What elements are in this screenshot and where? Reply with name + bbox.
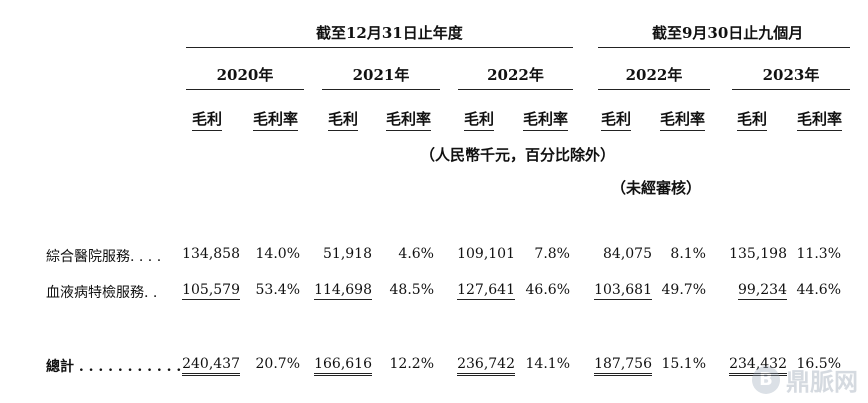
- table-cell: 236,742: [405, 356, 515, 376]
- table-cell: 15.1%: [661, 356, 706, 372]
- table-cell: 103,681: [594, 282, 652, 300]
- year-2022-nine-months-rule: [598, 89, 710, 90]
- table-cell: 14.0%: [255, 246, 300, 262]
- year-header-2020: 2020年: [216, 66, 274, 84]
- table-cell: 20.7%: [255, 356, 300, 372]
- unaudited-note: （未經審核）: [611, 179, 702, 197]
- year-2022-rule: [458, 89, 573, 90]
- table-cell: 166,616: [262, 356, 372, 376]
- year-header-2022-nine-months: 2022年: [625, 66, 683, 84]
- group-header-nine-months: 截至9月30日止九個月: [652, 24, 804, 42]
- year-header-2023: 2023年: [762, 66, 820, 84]
- sub-header-gross-margin: 毛利率: [797, 108, 843, 131]
- sub-header-gross-profit: 毛利: [328, 108, 359, 131]
- table-cell: 134,858: [182, 246, 240, 262]
- sub-header-gross-profit: 毛利: [601, 108, 632, 131]
- table-cell: 135,198: [729, 246, 787, 262]
- table-cell: 187,756: [542, 356, 652, 376]
- table-cell: 84,075: [603, 246, 652, 262]
- table-cell: 14.1%: [525, 356, 570, 372]
- group-header-year-end-rule: [186, 47, 573, 48]
- table-cell: 127,641: [457, 282, 515, 300]
- table-cell: 46.6%: [525, 282, 570, 298]
- table-cell: 240,437: [130, 356, 240, 376]
- table-cell: 16.5%: [796, 356, 841, 372]
- year-2023-rule: [732, 89, 850, 90]
- row-label-total: 總計 . . . . . . . . . . .: [46, 359, 182, 375]
- table-cell: 44.6%: [796, 282, 841, 298]
- table-cell: 49.7%: [661, 282, 706, 298]
- year-header-2022: 2022年: [487, 66, 544, 84]
- table-cell: 105,579: [182, 282, 240, 300]
- sub-header-gross-profit: 毛利: [737, 108, 768, 131]
- table-cell: 234,432: [677, 356, 787, 376]
- table-cell: 7.8%: [534, 246, 570, 262]
- watermark-logo-icon: B: [752, 365, 780, 394]
- table-cell: 8.1%: [670, 246, 706, 262]
- sub-header-gross-margin: 毛利率: [253, 108, 299, 131]
- watermark-text: 鼎脈网: [786, 368, 858, 396]
- group-header-nine-months-rule: [598, 47, 850, 48]
- row-label-hematology-testing: 血液病特檢服務. .: [46, 285, 158, 301]
- table-cell: 12.2%: [389, 356, 434, 372]
- table-cell: 99,234: [738, 282, 787, 300]
- watermark: B 鼎脈网: [752, 362, 858, 397]
- table-cell: 109,101: [457, 246, 515, 262]
- row-label-general-hospital: 綜合醫院服務. . . .: [46, 249, 162, 265]
- table-cell: 4.6%: [398, 246, 434, 262]
- sub-header-gross-margin: 毛利率: [386, 108, 432, 131]
- table-cell: 51,918: [323, 246, 372, 262]
- group-header-year-end: 截至12月31日止年度: [316, 24, 463, 42]
- year-header-2021: 2021年: [352, 66, 410, 84]
- sub-header-gross-profit: 毛利: [464, 108, 495, 131]
- table-cell: 114,698: [314, 282, 372, 300]
- year-2020-rule: [186, 89, 304, 90]
- sub-header-gross-margin: 毛利率: [523, 108, 569, 131]
- year-2021-rule: [322, 89, 440, 90]
- table-cell: 53.4%: [255, 282, 300, 298]
- sub-header-gross-margin: 毛利率: [660, 108, 706, 131]
- table-cell: 11.3%: [796, 246, 841, 262]
- table-cell: 48.5%: [389, 282, 434, 298]
- unit-note: （人民幣千元，百分比除外）: [420, 146, 616, 164]
- sub-header-gross-profit: 毛利: [192, 108, 223, 131]
